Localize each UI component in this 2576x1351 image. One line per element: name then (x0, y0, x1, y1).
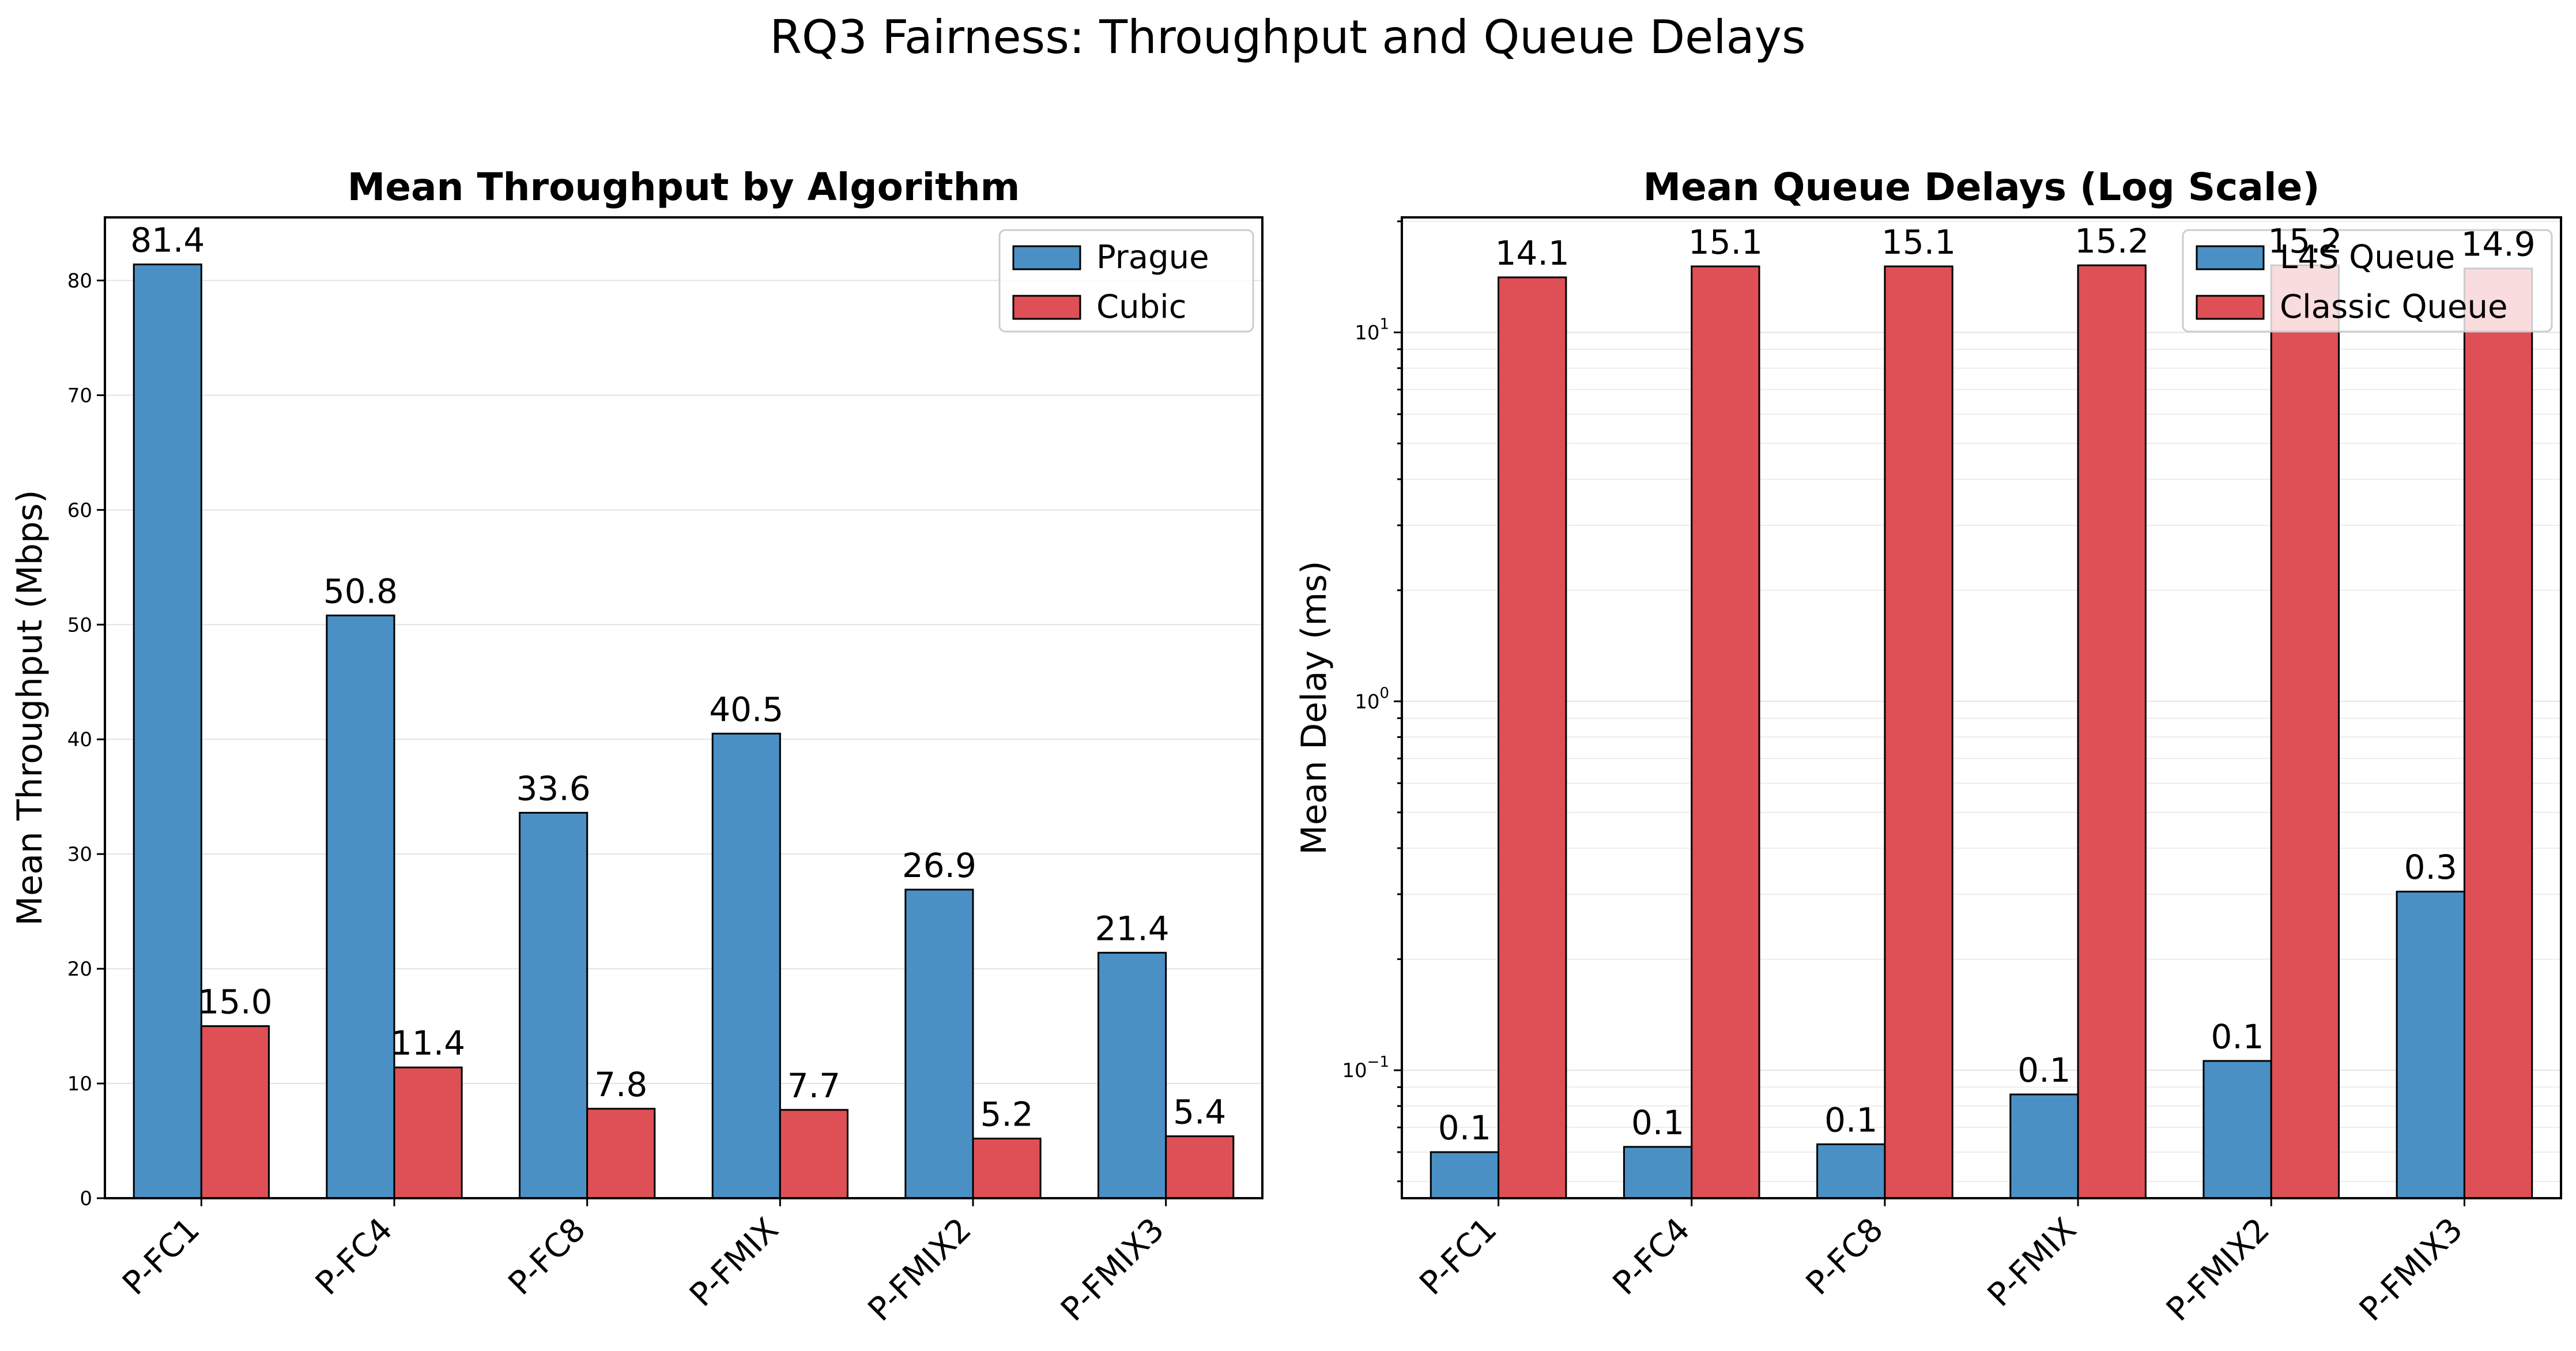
queue-delay-chart: 10−1 100 101 P-FC1 P-FC4 P-FC8 P-FMIX P-FMIX2 P-… (1294, 165, 2562, 1329)
y-tick-label: 70 (67, 384, 92, 407)
bar-cubic-p-fmix2 (972, 1138, 1042, 1199)
chart-title: Mean Throughput by Algorithm (348, 165, 1020, 209)
legend-entry: Cubic (1096, 288, 1187, 326)
legend-swatch (1012, 295, 1081, 320)
bar-cubic-p-fc1 (200, 1025, 270, 1199)
bar-l4s-queue-p-fmix3 (2396, 890, 2465, 1199)
x-tick-label: P-FC4 (308, 1211, 400, 1303)
bar-l4s-queue-p-fc4 (1623, 1146, 1693, 1199)
x-tick-label: P-FC8 (501, 1211, 593, 1303)
x-tick-label: P-FMIX3 (2352, 1211, 2470, 1329)
x-tick-label: P-FC1 (1413, 1211, 1504, 1303)
y-tick-label: 0 (80, 1187, 92, 1210)
bar-prague-p-fmix3 (1097, 951, 1167, 1199)
plot-frame (104, 216, 1264, 1199)
bar-classic-queue-p-fc4 (1691, 265, 1760, 1199)
data-label: 14.1 (1495, 234, 1570, 273)
data-label: 33.6 (516, 769, 591, 808)
data-label: 7.7 (787, 1066, 840, 1105)
figure-title: RQ3 Fairness: Throughput and Queue Delay… (770, 10, 1805, 64)
bar-l4s-queue-p-fc1 (1430, 1151, 1500, 1199)
bar-l4s-queue-p-fmix (2009, 1093, 2079, 1199)
data-label: 15.2 (2075, 221, 2149, 261)
data-label: 0.1 (1631, 1103, 1684, 1142)
bar-cubic-p-fc8 (586, 1108, 656, 1199)
bar-classic-queue-p-fmix (2077, 264, 2147, 1199)
data-label: 15.0 (198, 983, 272, 1022)
bar-cubic-p-fc4 (393, 1066, 463, 1199)
x-tick-label: P-FMIX (1981, 1211, 2084, 1314)
bar-prague-p-fc8 (519, 812, 589, 1199)
throughput-chart: 0 10 20 30 40 50 60 70 80 P-FC1 P-FC4 P-FC8 P-FMIX P-… (10, 165, 1264, 1329)
legend-box (2182, 229, 2553, 333)
data-label: 0.1 (2211, 1017, 2264, 1056)
data-label: 15.1 (1688, 223, 1763, 262)
plot-frame (1401, 216, 2562, 1199)
legend-swatch (2196, 295, 2265, 320)
data-label: 21.4 (1095, 909, 1170, 948)
legend-swatch (1012, 245, 1081, 270)
data-label: 5.4 (1173, 1093, 1226, 1132)
y-tick-label: 30 (67, 843, 92, 866)
y-axis-label: Mean Delay (ms) (1294, 560, 1334, 855)
x-tick-label: P-FMIX2 (2159, 1211, 2277, 1329)
bar-classic-queue-p-fmix2 (2270, 264, 2340, 1199)
legend-entry: L4S Queue (2280, 239, 2455, 276)
y-tick-label: 50 (67, 614, 92, 637)
x-tick-label: P-FMIX (682, 1211, 786, 1314)
data-label: 7.8 (594, 1065, 647, 1104)
data-label: 15.2 (2268, 221, 2342, 261)
data-label: 26.9 (902, 846, 976, 885)
legend: L4S Queue Classic Queue (2182, 229, 2553, 333)
y-tick-label: 60 (67, 499, 92, 522)
bar-prague-p-fc1 (133, 264, 202, 1199)
y-tick-label: 100 (1355, 684, 1389, 713)
bar-prague-p-fc4 (326, 614, 395, 1199)
data-label: 0.1 (1438, 1108, 1491, 1147)
bar-l4s-queue-p-fmix2 (2202, 1060, 2272, 1199)
x-tick-label: P-FC8 (1799, 1211, 1891, 1303)
legend-swatch (2196, 245, 2265, 270)
legend: Prague Cubic (998, 229, 1254, 333)
x-tick-label: P-FMIX2 (861, 1211, 979, 1329)
data-label: 0.1 (1824, 1101, 1877, 1140)
y-tick-label: 20 (67, 958, 92, 981)
bar-prague-p-fmix (711, 732, 781, 1199)
legend-entry: Prague (1096, 239, 1209, 276)
bar-cubic-p-fmix3 (1165, 1135, 1235, 1199)
x-tick-label: P-FC4 (1606, 1211, 1698, 1303)
data-label: 0.1 (2017, 1051, 2070, 1090)
data-label: 50.8 (323, 571, 398, 611)
x-tick-label: P-FMIX3 (1054, 1211, 1171, 1329)
data-label: 5.2 (980, 1095, 1033, 1134)
bar-prague-p-fmix2 (904, 889, 974, 1199)
data-label: 81.4 (130, 221, 205, 260)
bar-cubic-p-fmix (779, 1109, 848, 1199)
legend-entry: Classic Queue (2280, 288, 2507, 326)
x-tick-label: P-FC1 (115, 1211, 207, 1303)
data-label: 15.1 (1881, 223, 1956, 262)
y-tick-label: 40 (67, 728, 92, 751)
y-tick-label: 101 (1355, 315, 1389, 344)
data-label: 0.3 (2404, 848, 2457, 887)
chart-title: Mean Queue Delays (Log Scale) (1643, 165, 2319, 209)
y-tick-label: 80 (67, 269, 92, 292)
bar-l4s-queue-p-fc8 (1816, 1143, 1886, 1199)
y-tick-label: 10 (67, 1072, 92, 1096)
bar-classic-queue-p-fc8 (1884, 265, 1953, 1199)
bar-classic-queue-p-fc1 (1498, 276, 1567, 1199)
bar-classic-queue-p-fmix3 (2463, 268, 2533, 1199)
data-label: 14.9 (2461, 225, 2536, 264)
data-label: 40.5 (709, 690, 783, 729)
data-label: 11.4 (391, 1023, 465, 1063)
y-tick-label: 10−1 (1342, 1053, 1389, 1082)
y-axis-label: Mean Throughput (Mbps) (10, 490, 50, 925)
